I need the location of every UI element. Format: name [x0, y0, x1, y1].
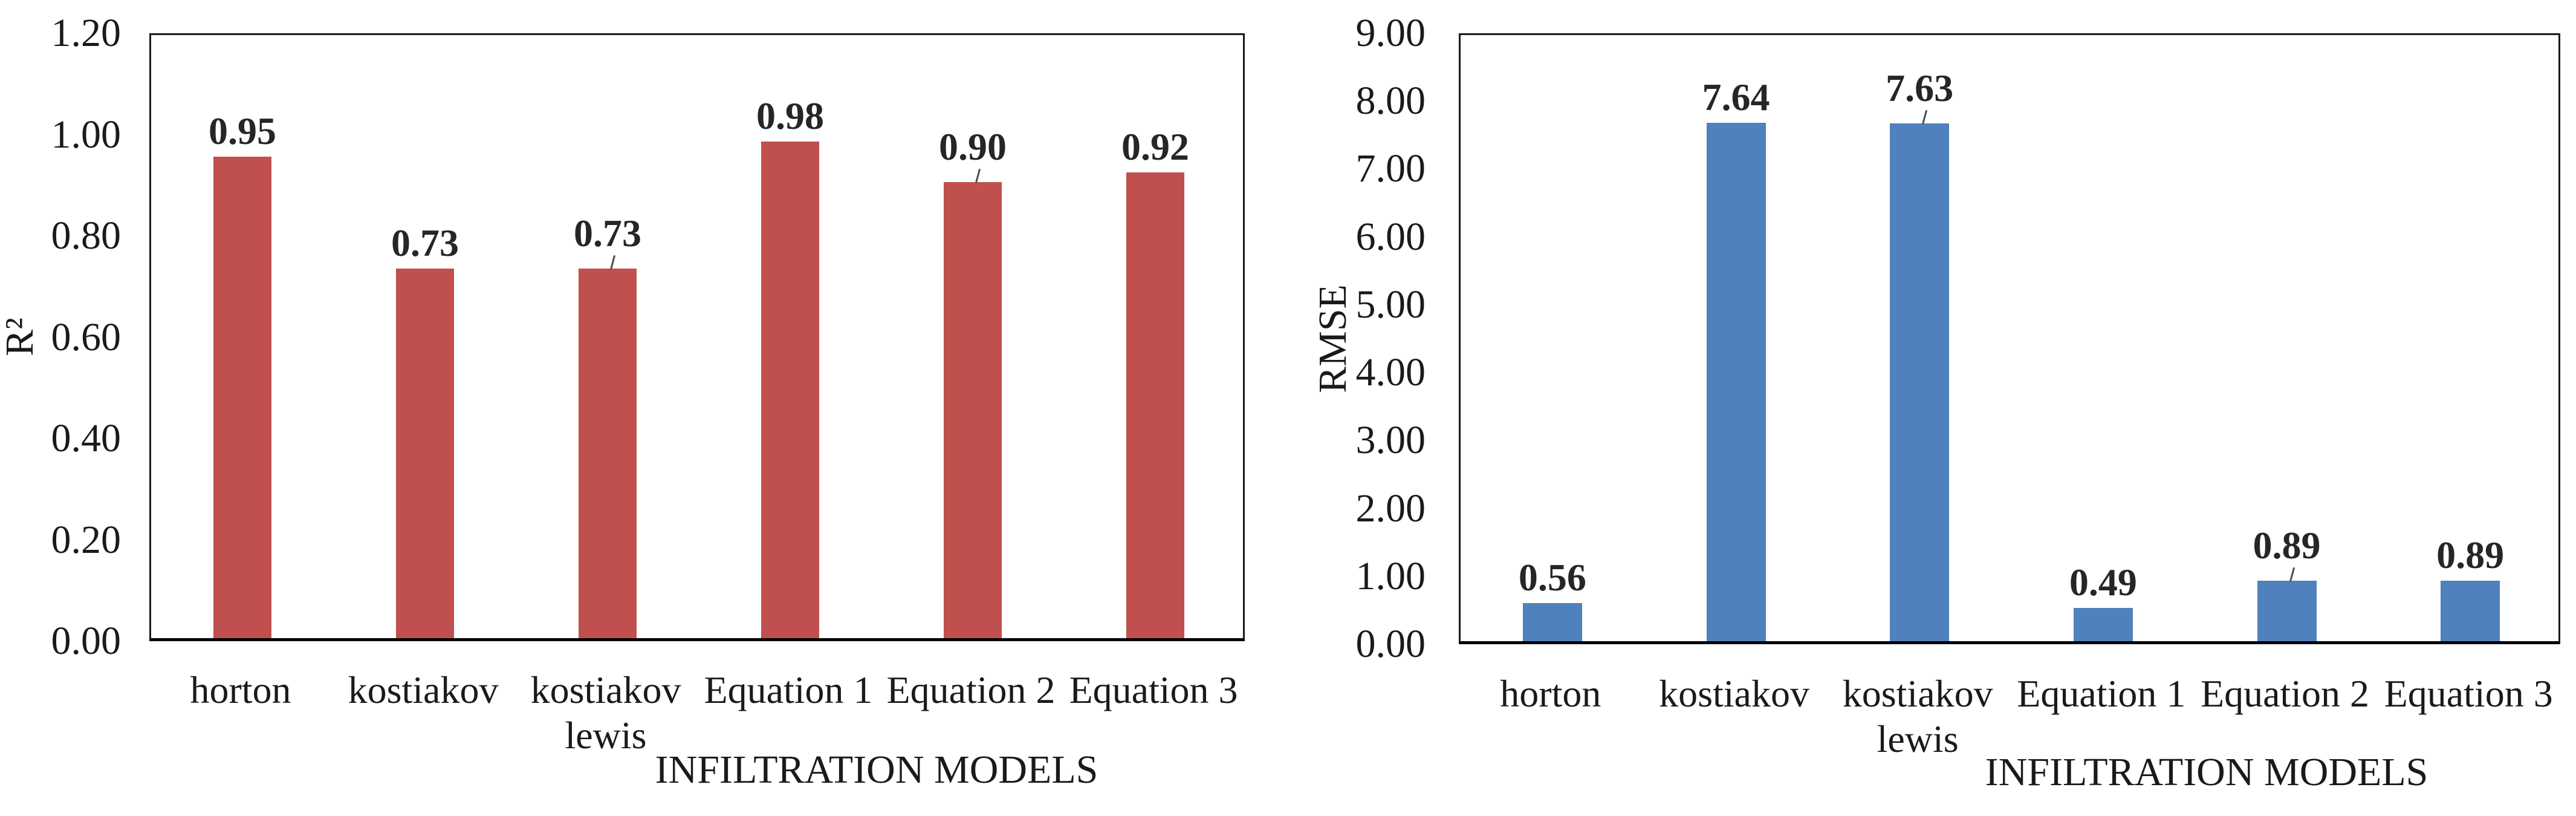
data-label: 0.92 — [1121, 125, 1189, 168]
y-tick-label: 1.00 — [1355, 553, 1426, 598]
data-label: 0.98 — [756, 94, 824, 138]
data-label: 0.89 — [2436, 534, 2505, 577]
y-tick-label: 1.00 — [51, 112, 122, 157]
data-label-leader-line — [975, 169, 981, 184]
category-label: Equation 1 — [704, 668, 873, 711]
y-tick-label: 8.00 — [1355, 79, 1426, 123]
category-label: Equation 3 — [1069, 668, 1238, 711]
data-label: 0.56 — [1518, 556, 1586, 599]
category-label: horton — [190, 668, 291, 711]
bar-equation-2 — [944, 182, 1002, 638]
y-tick-label: 2.00 — [1355, 486, 1426, 530]
bar-equation-1 — [2073, 608, 2133, 641]
y-tick-label: 0.80 — [51, 214, 122, 258]
data-label: 0.73 — [574, 211, 641, 255]
y-tick-label: 5.00 — [1355, 282, 1426, 327]
bar-kostiakov — [396, 268, 454, 638]
category-label: kostiakov lewis — [530, 668, 681, 757]
category-label: Equation 3 — [2384, 672, 2553, 715]
bar-equation-2 — [2257, 581, 2317, 641]
r2-bar-chart: R² 0.95 0.73 0.73 0.98 0.90 0.92 INFILTRATION… — [0, 11, 1245, 792]
y-tick-label: 6.00 — [1355, 214, 1426, 259]
r2-x-axis-title: INFILTRATION MODELS — [655, 748, 1098, 792]
y-tick-label: 4.00 — [1355, 350, 1426, 395]
category-label: kostiakov — [1659, 672, 1809, 715]
data-label: 0.95 — [209, 109, 276, 153]
bar-kostiakov-lewis — [1890, 123, 1950, 641]
data-label: 0.90 — [939, 125, 1007, 169]
category-label: horton — [1500, 672, 1601, 715]
bar-horton — [1522, 603, 1582, 641]
data-label: 7.63 — [1886, 66, 1954, 109]
y-tick-label: 0.60 — [51, 315, 122, 359]
data-label-leader-line — [610, 255, 616, 270]
category-label: kostiakov lewis — [1842, 672, 1993, 760]
category-label: kostiakov — [348, 668, 499, 711]
y-tick-label: 0.00 — [51, 619, 122, 663]
r2-plot-area: 0.95 0.73 0.73 0.98 0.90 0.92 — [149, 33, 1245, 641]
data-label: 0.73 — [391, 221, 459, 264]
data-label-leader-line — [1922, 109, 1928, 125]
y-tick-label: 3.00 — [1355, 418, 1426, 463]
y-tick-label: 1.20 — [51, 11, 122, 55]
y-tick-label: 0.20 — [51, 517, 122, 562]
bar-kostiakov-lewis — [579, 268, 637, 638]
data-label: 0.89 — [2253, 524, 2321, 567]
bar-equation-3 — [1126, 172, 1184, 638]
rmse-bar-chart: RMSE 0.56 7.64 7.63 0.49 0.89 0.89 INFILTRATI… — [1288, 0, 2576, 816]
bar-kostiakov — [1706, 122, 1766, 641]
y-tick-label: 9.00 — [1355, 11, 1426, 55]
data-label: 0.49 — [2069, 561, 2137, 604]
bar-horton — [213, 157, 271, 638]
y-tick-label: 0.00 — [1355, 622, 1426, 666]
bar-equation-1 — [761, 142, 819, 638]
category-label: Equation 2 — [2200, 672, 2370, 715]
data-label-leader-line — [2289, 567, 2295, 582]
y-tick-label: 0.40 — [51, 416, 122, 460]
data-label: 7.64 — [1702, 75, 1770, 119]
rmse-x-axis-title: INFILTRATION MODELS — [1985, 750, 2428, 794]
category-label: Equation 2 — [886, 668, 1056, 711]
y-tick-label: 7.00 — [1355, 146, 1426, 191]
category-label: Equation 1 — [2017, 672, 2186, 715]
bar-equation-3 — [2441, 581, 2500, 641]
rmse-plot-area: 0.56 7.64 7.63 0.49 0.89 0.89 — [1459, 33, 2560, 644]
